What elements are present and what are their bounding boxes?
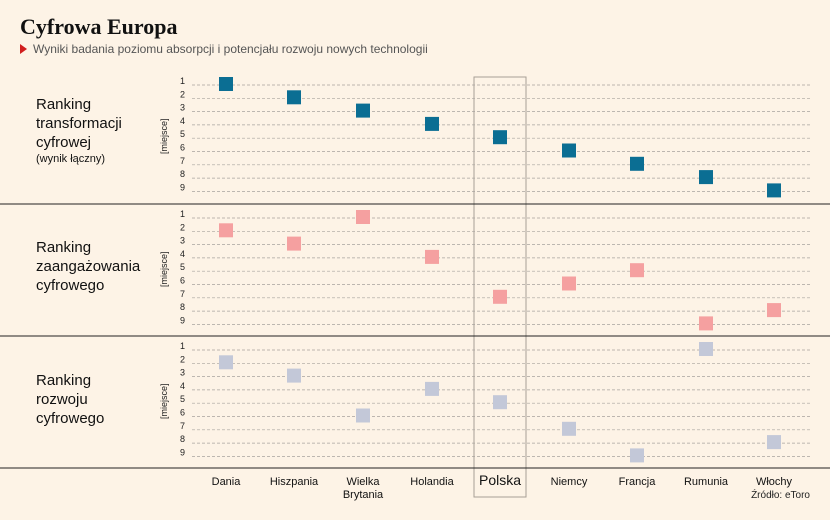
rank-marker [630,448,644,463]
rank-tick-label: 1 [180,209,185,219]
rank-marker [562,421,576,436]
rank-marker [219,77,233,91]
rank-tick-label: 1 [180,341,185,351]
country-label: Holandia [410,476,454,488]
rank-tick-label: 7 [180,421,185,431]
y-axis-label: [miejsce] [159,118,169,154]
rank-marker [493,395,507,410]
rank-tick-label: 9 [180,447,185,457]
rank-tick-label: 6 [180,143,185,153]
rank-marker [287,236,301,251]
rank-tick-label: 5 [180,129,185,139]
rank-tick-label: 9 [180,315,185,325]
rank-marker [493,130,507,145]
rank-tick-label: 5 [180,394,185,404]
country-label: Dania [212,476,242,488]
rank-marker [767,183,781,198]
rank-tick-label: 3 [180,368,185,378]
rank-tick-label: 5 [180,262,185,272]
page-title: Cyfrowa Europa [20,14,178,39]
country-label: Polska [479,472,521,488]
page-subtitle: Wyniki badania poziomu absorpcji i poten… [20,42,428,56]
rank-tick-label: 3 [180,236,185,246]
rank-tick-label: 7 [180,289,185,299]
rank-marker [562,276,576,291]
rank-tick-label: 8 [180,302,185,312]
rank-marker [287,368,301,383]
country-label: Niemcy [551,476,588,488]
rank-marker [425,249,439,264]
y-axis-label: [miejsce] [159,251,169,287]
rank-marker [219,223,233,238]
panel-label-line: zaangażowania [36,258,141,275]
highlight-column-box [473,76,527,498]
rank-marker [630,263,644,278]
source-note: Źródło: eToro [751,490,810,501]
rank-tick-label: 2 [180,222,185,232]
country-label: Wielka [346,476,380,488]
rank-marker [767,435,781,450]
rank-marker [425,116,439,131]
panel-label-line: cyfrowej [36,134,91,151]
rank-marker [699,342,713,356]
rank-tick-label: 8 [180,169,185,179]
rank-tick-label: 7 [180,156,185,166]
panel-label-line: rozwoju [36,391,88,408]
rank-marker [630,156,644,171]
panel-label-line: transformacji [36,115,122,132]
rank-tick-label: 4 [180,381,185,391]
panel-label-line: Ranking [36,372,91,389]
rank-marker [356,210,370,224]
rank-marker [219,355,233,370]
country-label: Francja [619,476,657,488]
panel-label-note: (wynik łączny) [36,153,105,165]
rank-tick-label: 9 [180,182,185,192]
rank-tick-label: 3 [180,103,185,113]
rank-marker [425,381,439,396]
panel-label-line: cyfrowego [36,410,104,427]
rank-marker [767,303,781,318]
y-axis-label: [miejsce] [159,383,169,419]
country-label: Brytania [343,489,384,501]
triangle-marker-icon [20,44,27,54]
rank-tick-label: 6 [180,276,185,286]
rank-marker [493,289,507,304]
panel-label-line: Ranking [36,96,91,113]
country-label: Rumunia [684,476,729,488]
rank-marker [699,316,713,331]
rank-marker [287,90,301,105]
panel-label-line: cyfrowego [36,277,104,294]
rank-tick-label: 4 [180,116,185,126]
rank-marker [356,408,370,423]
rank-tick-label: 4 [180,249,185,259]
rank-tick-label: 2 [180,354,185,364]
country-label: Włochy [756,476,793,488]
rank-tick-label: 6 [180,408,185,418]
country-label: Hiszpania [270,476,319,488]
panel-label-line: Ranking [36,239,91,256]
subtitle-text: Wyniki badania poziomu absorpcji i poten… [33,42,428,56]
rank-marker [699,170,713,185]
rank-tick-label: 2 [180,89,185,99]
rank-marker [562,143,576,158]
rank-tick-label: 1 [180,76,185,86]
rank-marker [356,103,370,118]
rank-tick-label: 8 [180,434,185,444]
